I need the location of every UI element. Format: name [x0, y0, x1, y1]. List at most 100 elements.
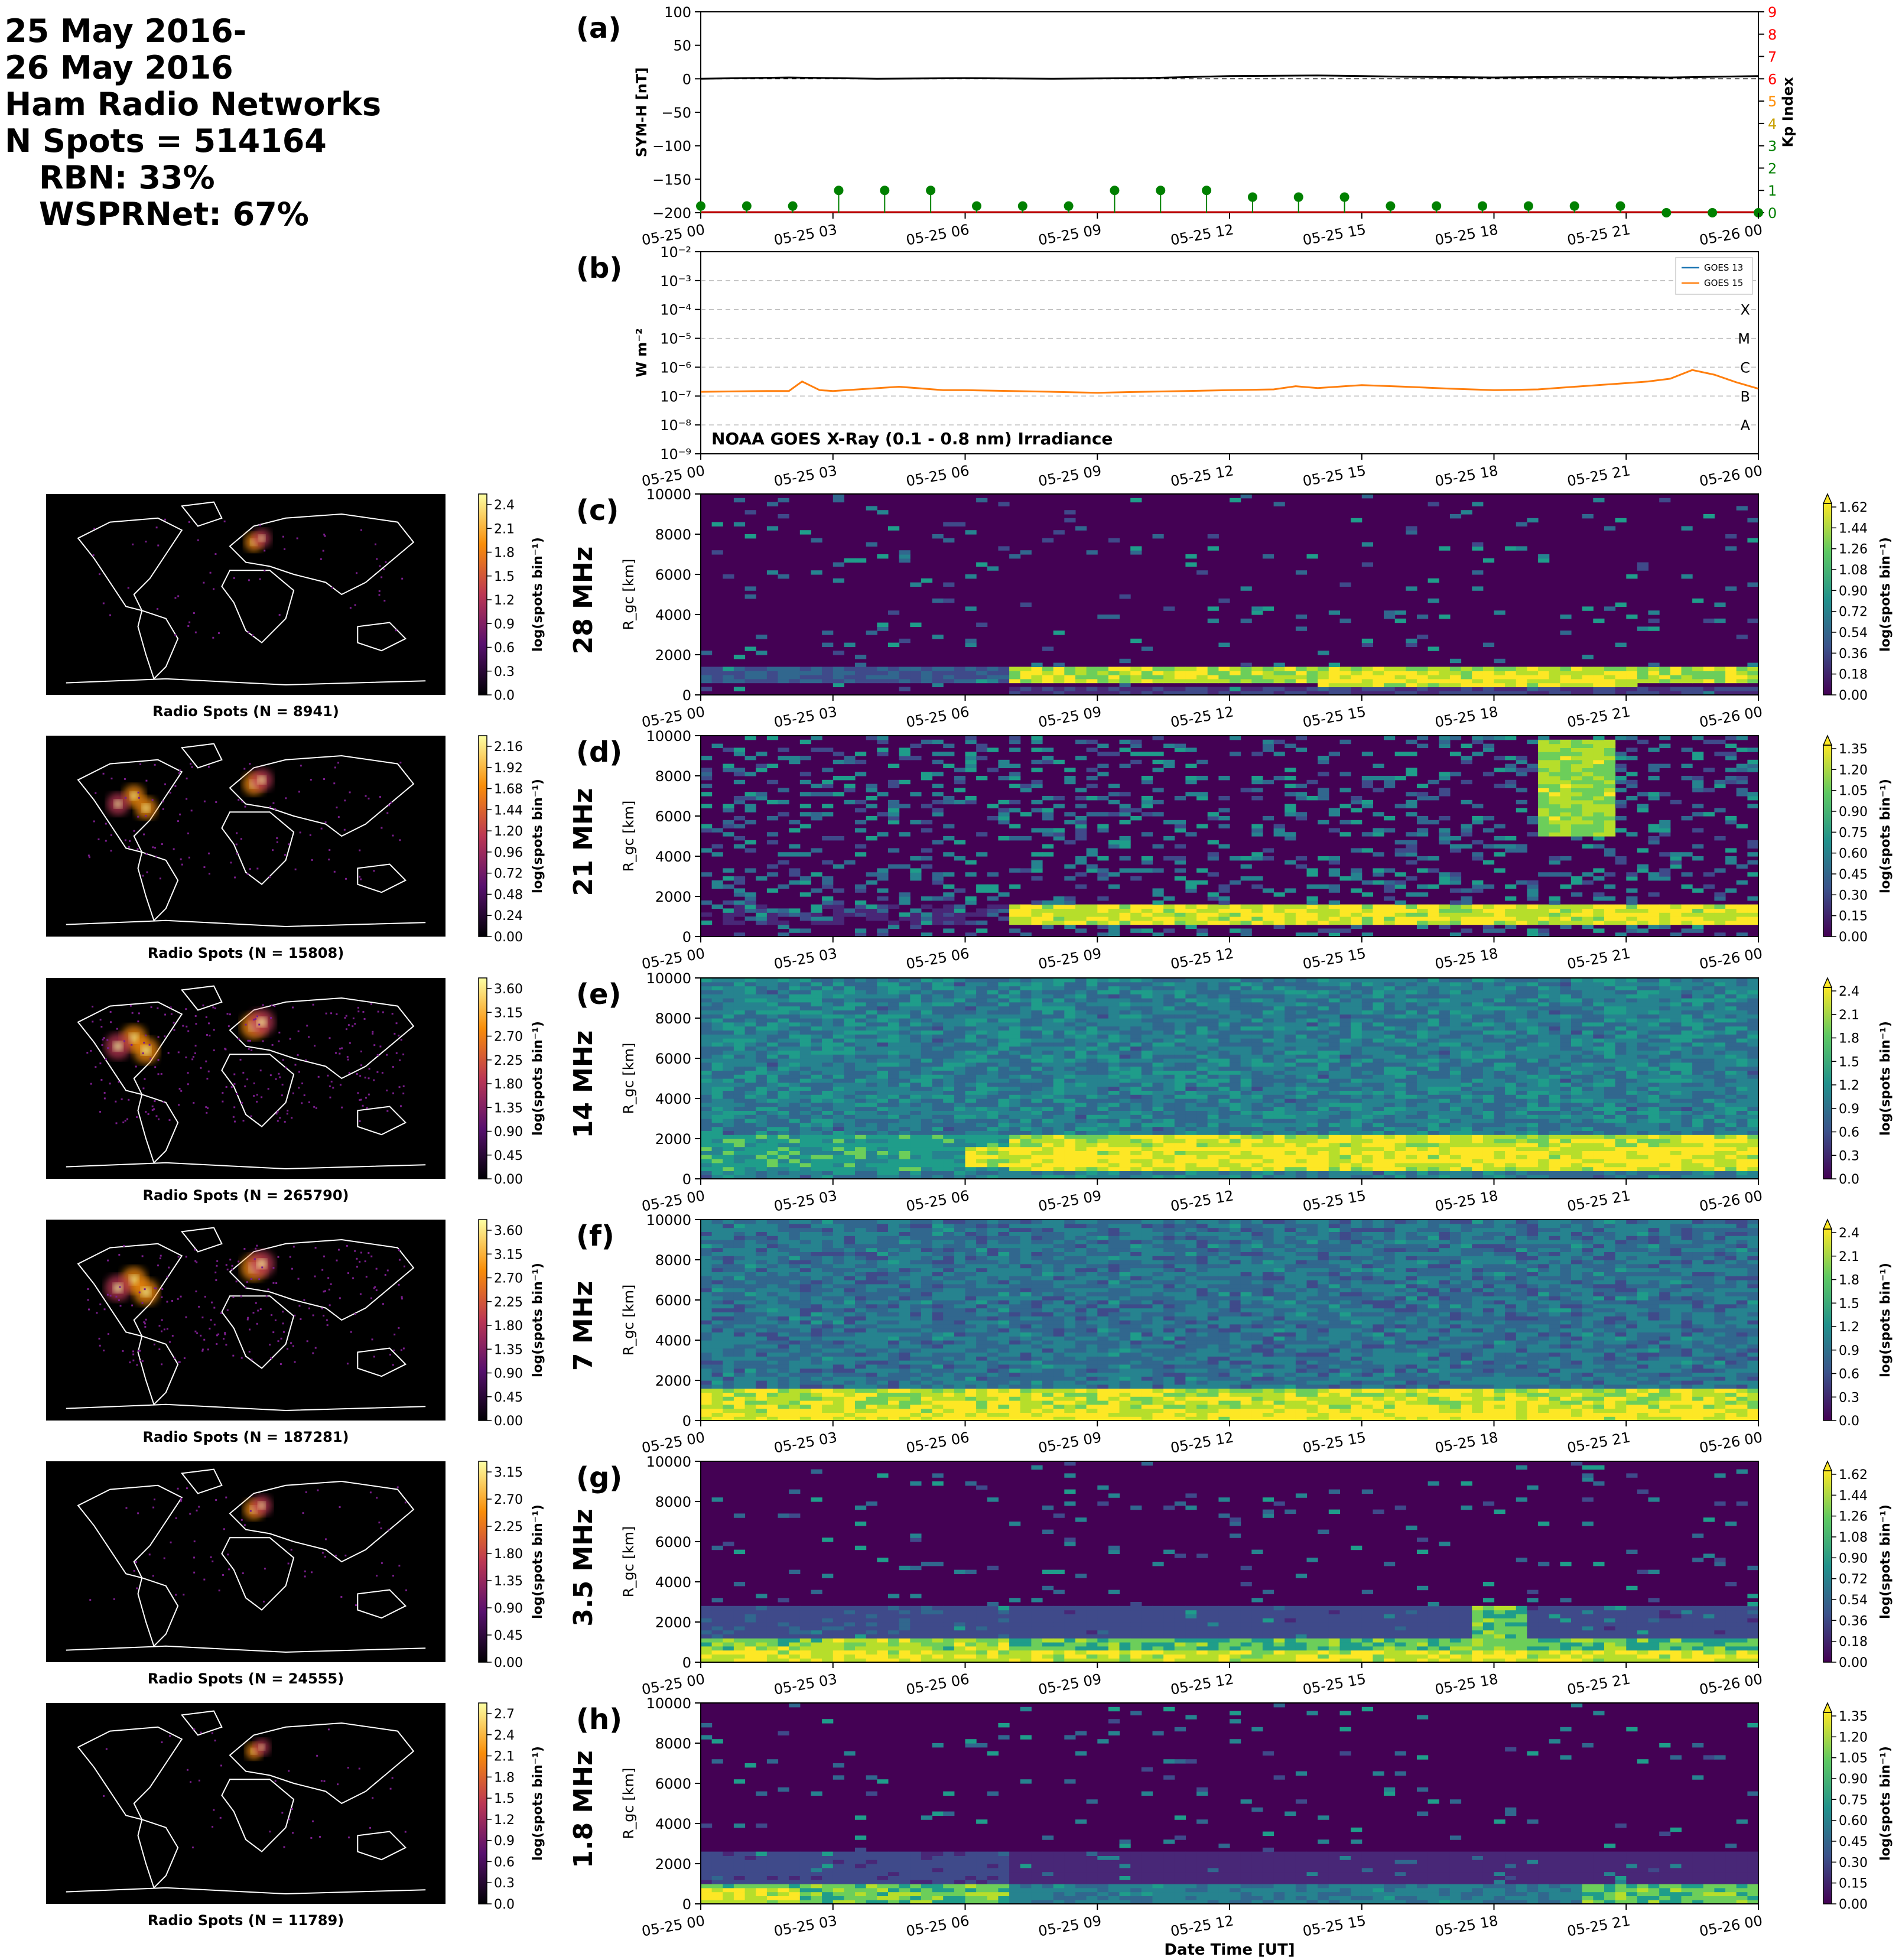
- heatmap-cell: [822, 678, 834, 684]
- heatmap-cell: [1482, 884, 1495, 889]
- heatmap-cell: [1285, 776, 1296, 781]
- heatmap-cell: [899, 1162, 911, 1168]
- heatmap-cell: [756, 1119, 768, 1123]
- heatmap-cell: [1582, 872, 1594, 877]
- heatmap-cell: [954, 1090, 966, 1095]
- heatmap-cell: [844, 1086, 856, 1091]
- heatmap-cell: [1064, 1175, 1076, 1179]
- heatmap-cell: [965, 763, 977, 768]
- heatmap-cell: [910, 1038, 922, 1043]
- heatmap-cell: [932, 981, 944, 987]
- header-date-start: 25 May 2016-: [5, 12, 247, 50]
- heatmap-cell: [888, 978, 900, 983]
- heatmap-cell: [811, 1098, 822, 1103]
- heatmap-cell: [943, 1050, 955, 1055]
- heatmap-cell: [778, 1022, 789, 1027]
- heatmap-cell: [744, 1034, 756, 1039]
- heatmap-cell: [701, 1162, 713, 1168]
- heatmap-cell: [1262, 554, 1274, 559]
- heatmap-cell: [855, 1102, 867, 1107]
- heatmap-cell: [954, 1078, 966, 1083]
- heatmap-cell: [1251, 776, 1263, 781]
- heatmap-cell: [943, 671, 955, 675]
- heatmap-cell: [833, 1110, 844, 1115]
- heatmap-cell: [1185, 776, 1197, 781]
- heatmap-cell: [921, 1030, 933, 1035]
- heatmap-cell: [965, 530, 977, 535]
- heatmap-cell: [1086, 1102, 1098, 1107]
- heatmap-cell: [1097, 998, 1109, 1003]
- heatmap-cell: [1439, 739, 1451, 745]
- heatmap-cell: [1692, 776, 1704, 781]
- heatmap-cell: [1604, 912, 1616, 917]
- heatmap-cell: [954, 1034, 966, 1039]
- heatmap-cell: [1141, 1155, 1153, 1159]
- heatmap-cell: [1273, 752, 1285, 756]
- heatmap-cell: [1053, 1162, 1065, 1168]
- heatmap-cell: [1273, 828, 1285, 833]
- heatmap-cell: [921, 675, 933, 680]
- heatmap-cell: [954, 768, 966, 772]
- heatmap-cell: [1075, 816, 1087, 821]
- heatmap-cell: [711, 1030, 723, 1035]
- heatmap-cell: [943, 852, 955, 857]
- heatmap-cell: [1449, 836, 1462, 841]
- heatmap-cell: [1593, 920, 1605, 925]
- heatmap-cell: [1196, 908, 1208, 913]
- heatmap-cell: [1262, 904, 1274, 909]
- heatmap-cell: [1406, 844, 1417, 849]
- heatmap-cell: [943, 752, 955, 756]
- heatmap-cell: [888, 1106, 900, 1111]
- heatmap-cell: [910, 1062, 922, 1067]
- heatmap-cell: [1053, 900, 1065, 905]
- heatmap-cell: [1009, 763, 1021, 768]
- heatmap-cell: [1538, 772, 1550, 776]
- heatmap-cell: [1747, 844, 1759, 849]
- heatmap-cell: [1119, 820, 1131, 825]
- heatmap-cell: [1185, 884, 1197, 889]
- heatmap-background: [701, 494, 1758, 695]
- heatmap-cell: [1527, 916, 1539, 921]
- heatmap-cell: [921, 1094, 933, 1099]
- heatmap-cell: [1075, 1122, 1087, 1127]
- heatmap-cell: [701, 1110, 713, 1115]
- heatmap-cell: [1097, 772, 1109, 776]
- heatmap-cell: [1472, 908, 1484, 913]
- heatmap-cell: [1031, 998, 1043, 1003]
- heatmap-cell: [954, 799, 966, 805]
- heatmap-cell: [976, 498, 988, 503]
- heatmap-cell: [701, 1146, 713, 1151]
- heatmap-cell: [910, 820, 922, 825]
- heatmap-cell: [1461, 799, 1472, 805]
- heatmap-cell: [1185, 691, 1197, 695]
- heatmap-cell: [1108, 1022, 1120, 1027]
- heatmap-cell: [756, 1002, 768, 1007]
- heatmap-cell: [1582, 916, 1594, 921]
- heatmap-cell: [1339, 832, 1351, 837]
- heatmap-cell: [778, 667, 789, 671]
- heatmap-cell: [1285, 743, 1296, 748]
- heatmap-cell: [1097, 1042, 1109, 1047]
- heatmap-cell: [1406, 904, 1417, 909]
- heatmap-cell: [833, 1098, 844, 1103]
- heatmap-cell: [744, 904, 756, 909]
- heatmap-cell: [733, 981, 746, 987]
- heatmap-cell: [1075, 671, 1087, 675]
- heatmap-cell: [1009, 1142, 1021, 1148]
- heatmap-cell: [987, 1126, 999, 1131]
- heatmap-cell: [711, 1114, 723, 1119]
- heatmap-cell: [1373, 675, 1384, 680]
- heatmap-cell: [877, 510, 889, 515]
- heatmap-cell: [1230, 912, 1241, 917]
- heatmap-cell: [844, 788, 856, 792]
- heatmap-cell: [932, 784, 944, 788]
- heatmap-cell: [1560, 675, 1572, 680]
- heatmap-cell: [910, 1006, 922, 1010]
- heatmap-cell: [756, 1110, 768, 1115]
- heatmap-cell: [899, 1119, 911, 1123]
- heatmap-cell: [1648, 678, 1660, 684]
- heatmap-cell: [1141, 1110, 1153, 1115]
- heatmap-cell: [1086, 1175, 1098, 1179]
- heatmap-cell: [733, 1066, 746, 1071]
- heatmap-cell: [1328, 671, 1340, 675]
